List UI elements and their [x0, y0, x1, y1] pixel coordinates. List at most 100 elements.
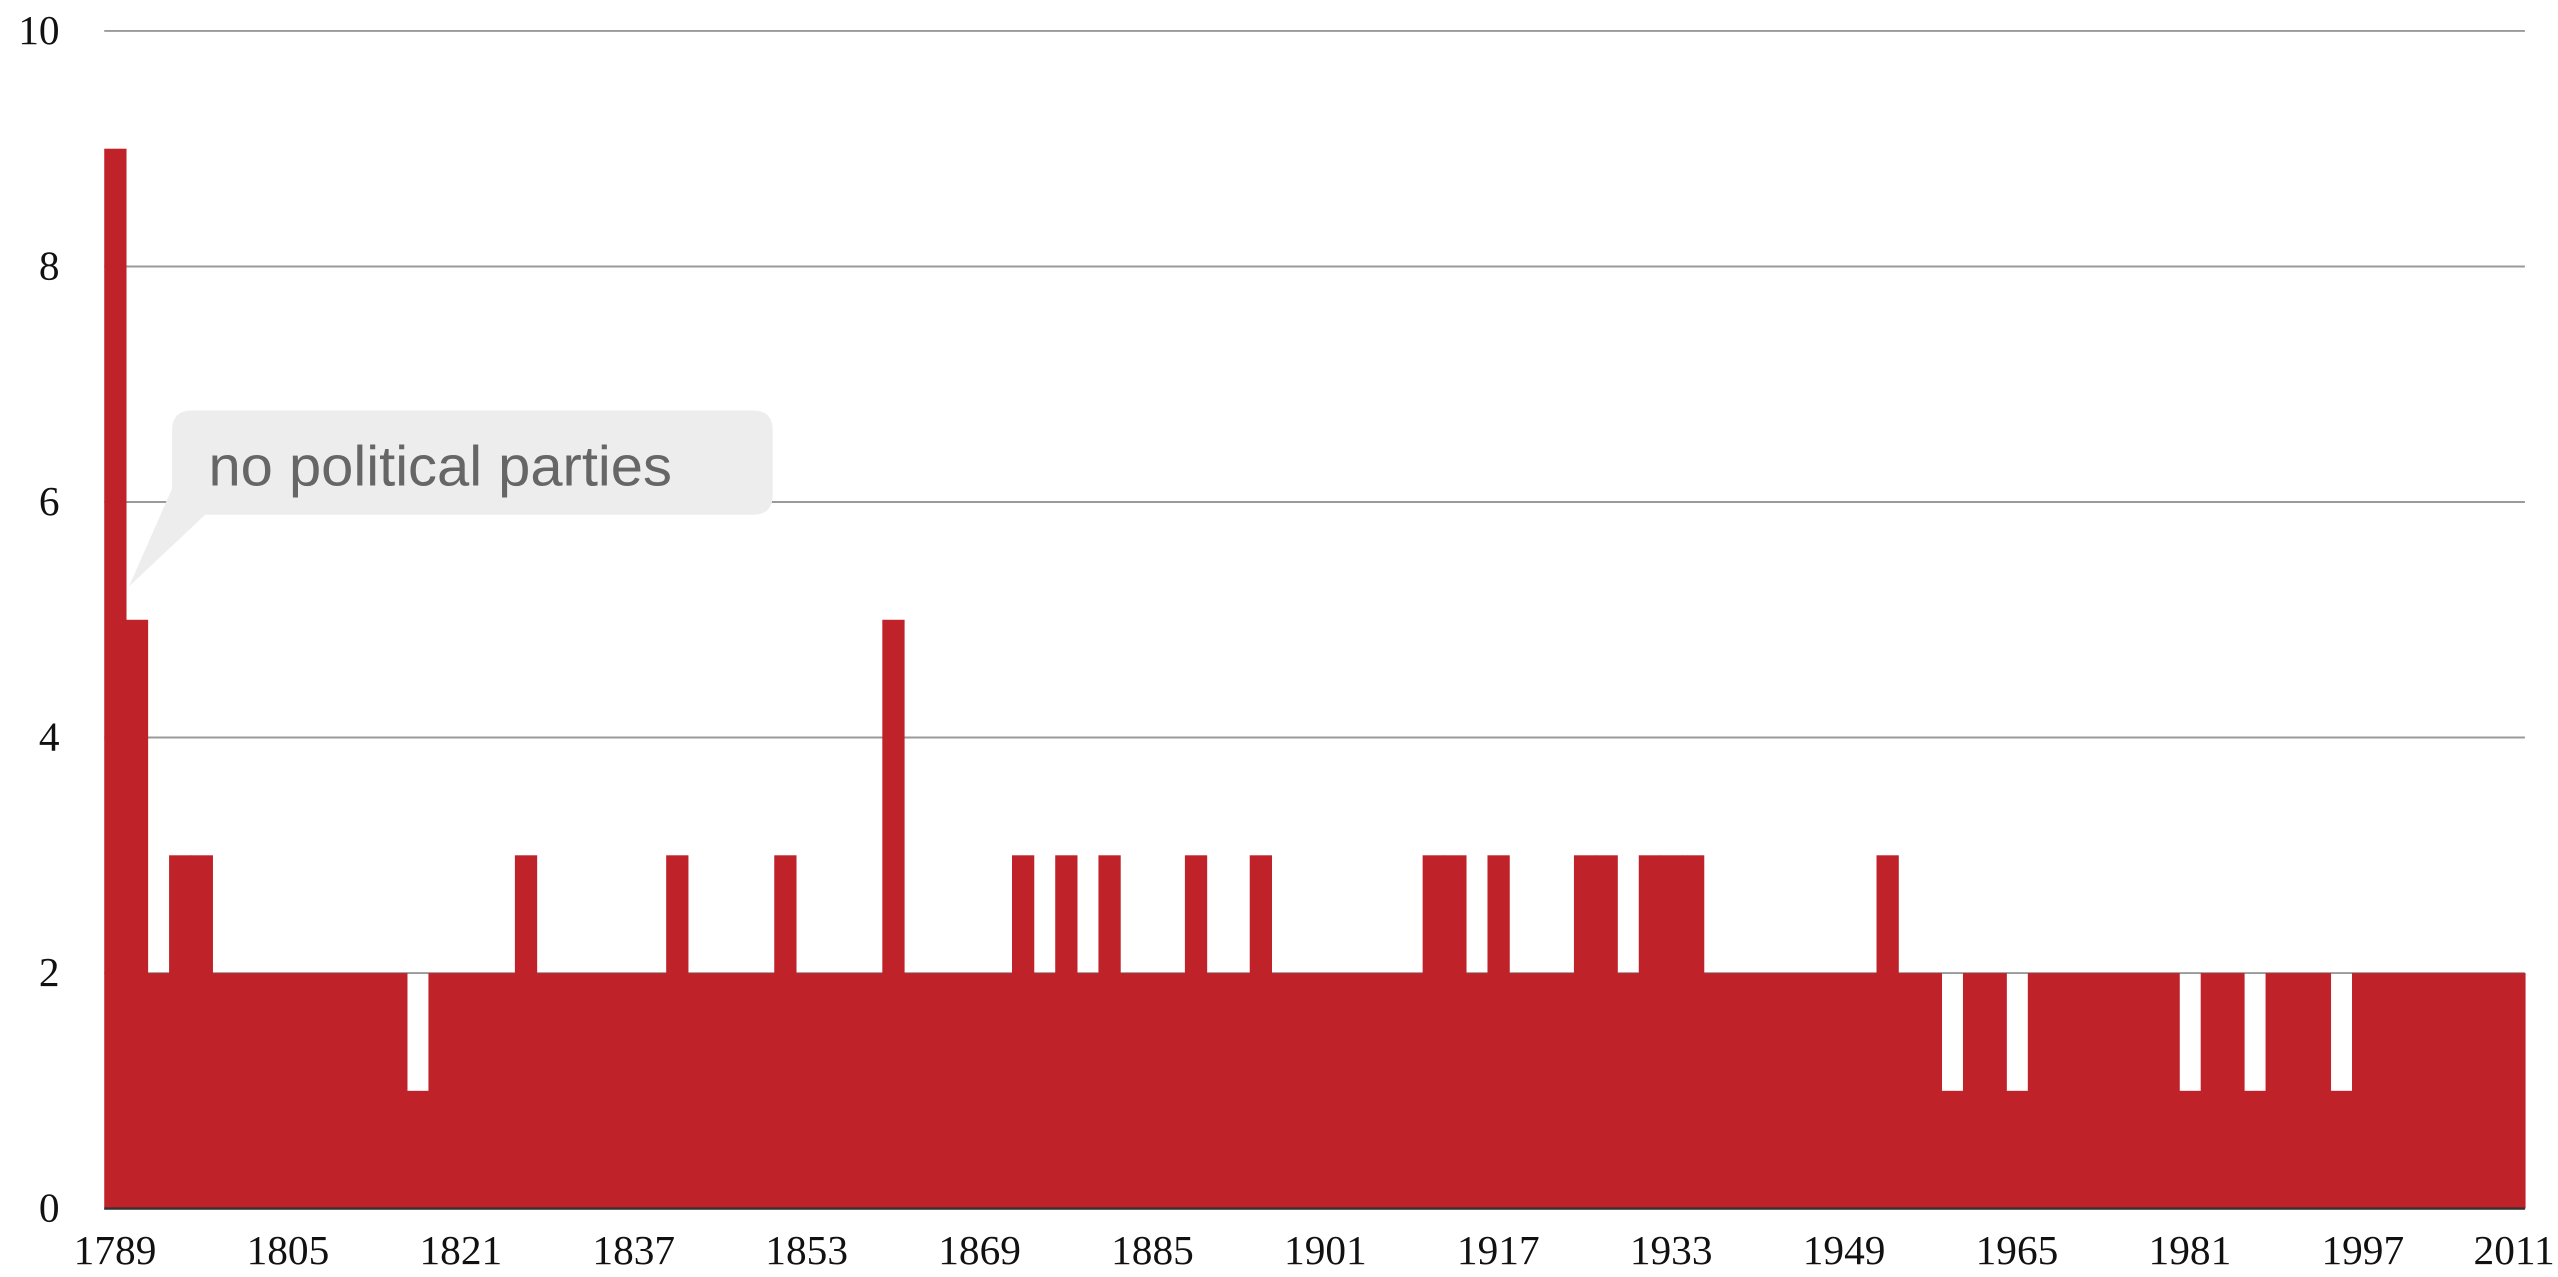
- bar: [212, 973, 235, 1209]
- bar: [1854, 973, 1878, 1209]
- bar: [1163, 973, 1186, 1209]
- x-tick-label: 1933: [1630, 1227, 1713, 1273]
- x-tick-label: 1853: [765, 1227, 848, 1273]
- x-tick-label: 1821: [420, 1227, 503, 1273]
- bar: [1357, 973, 1381, 1209]
- x-tick-label: 1885: [1111, 1227, 1194, 1273]
- bar: [1703, 973, 1726, 1209]
- bar: [2438, 973, 2461, 1209]
- bar: [1790, 973, 1813, 1209]
- bar: [277, 973, 300, 1209]
- bar: [320, 973, 343, 1209]
- bar: [2135, 973, 2159, 1209]
- bar: [795, 973, 819, 1209]
- bar: [2481, 973, 2504, 1209]
- x-tick-label: 1965: [1976, 1227, 2059, 1273]
- bar: [990, 973, 1013, 1209]
- bar: [1401, 973, 1424, 1209]
- bar: [882, 619, 905, 1209]
- bar: [2157, 973, 2180, 1209]
- bar: [2114, 973, 2137, 1209]
- bar: [1228, 973, 1251, 1209]
- bar: [817, 973, 840, 1209]
- bar: [1076, 973, 1100, 1209]
- bar: [1768, 973, 1791, 1209]
- bar: [2179, 1090, 2202, 1209]
- bar: [1292, 973, 1316, 1209]
- bar: [1746, 973, 1770, 1209]
- bar: [2308, 973, 2332, 1209]
- bar: [125, 619, 149, 1209]
- y-tick-label: 4: [39, 714, 60, 760]
- bar: [1941, 1090, 1964, 1209]
- x-tick-label: 1997: [2321, 1227, 2404, 1273]
- bar: [2027, 973, 2051, 1209]
- bar: [233, 973, 257, 1209]
- bar: [428, 973, 451, 1209]
- bar: [1898, 973, 1921, 1209]
- bar: [1509, 973, 1532, 1209]
- bar: [1552, 973, 1575, 1209]
- x-tick-label: 1901: [1284, 1227, 1367, 1273]
- bar: [169, 855, 192, 1209]
- bar: [1120, 973, 1143, 1209]
- x-tick-label: 1981: [2149, 1227, 2232, 1273]
- bar: [860, 973, 883, 1209]
- bar: [947, 973, 970, 1209]
- bar: [1595, 855, 1618, 1209]
- x-tick-label: 1805: [247, 1227, 330, 1273]
- bar: [1422, 855, 1445, 1209]
- labels: 0 2 4 6 8 10 1789 1805 1821 1837 1853 1869 1885 1901 1…: [18, 7, 2554, 1273]
- bar: [2222, 973, 2245, 1209]
- bar: [774, 855, 797, 1209]
- bar: [2330, 1090, 2353, 1209]
- bar: [1962, 973, 1986, 1209]
- bar: [709, 973, 732, 1209]
- bar: [1011, 855, 1035, 1209]
- bar: [147, 973, 170, 1209]
- bar: [1184, 855, 1208, 1209]
- bar: [1379, 973, 1402, 1209]
- bar: [450, 973, 473, 1209]
- bar: [1249, 855, 1273, 1209]
- bar: [622, 973, 646, 1209]
- bar: [2243, 1090, 2267, 1209]
- annotation-text: no political parties: [208, 435, 671, 498]
- bar: [104, 148, 127, 1209]
- bar: [1530, 973, 1553, 1209]
- bar: [1206, 973, 1229, 1209]
- bar: [2352, 973, 2375, 1209]
- annotation: no political parties: [129, 410, 773, 587]
- bar: [536, 973, 559, 1209]
- bar: [1271, 973, 1294, 1209]
- bar: [2416, 973, 2440, 1209]
- y-tick-label: 10: [18, 7, 59, 53]
- bar: [601, 973, 624, 1209]
- bar: [968, 973, 992, 1209]
- x-tick-label: 2011: [2474, 1227, 2555, 1273]
- bar: [1919, 973, 1943, 1209]
- bar: [385, 973, 408, 1209]
- bar: [2049, 973, 2072, 1209]
- x-tick-label: 1837: [592, 1227, 675, 1273]
- bar: [579, 973, 603, 1209]
- bar: [1033, 973, 1056, 1209]
- bar: [190, 855, 213, 1209]
- bar: [363, 973, 386, 1209]
- bar: [2265, 973, 2288, 1209]
- x-tick-label: 1869: [938, 1227, 1021, 1273]
- bar: [903, 973, 927, 1209]
- bar: [687, 973, 711, 1209]
- bar: [731, 973, 754, 1209]
- bar: [341, 973, 365, 1209]
- bar: [1984, 973, 2007, 1209]
- bar: [1638, 855, 1662, 1209]
- bar: [2395, 973, 2418, 1209]
- y-tick-label: 0: [39, 1185, 60, 1231]
- bar: [2503, 973, 2526, 1209]
- bar: [406, 1090, 430, 1209]
- bar: [752, 973, 775, 1209]
- annotation-bubble: [129, 410, 773, 587]
- bar: [255, 973, 278, 1209]
